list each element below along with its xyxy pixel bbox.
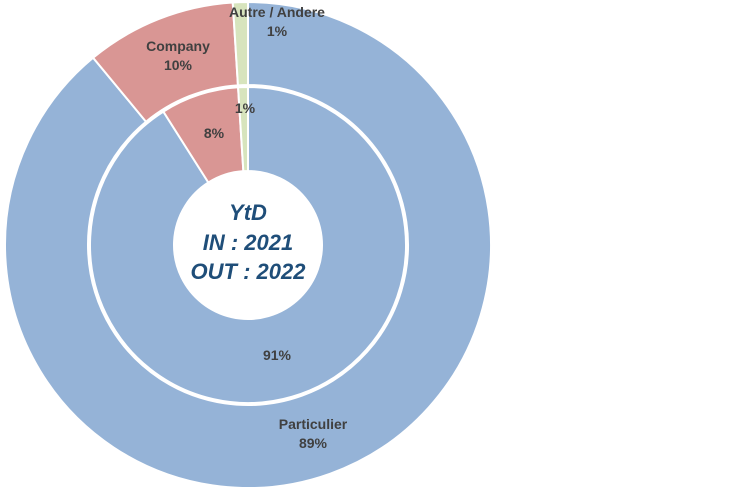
center-hole [174, 171, 322, 319]
label-outer-autre-name: Autre / Andere [229, 4, 325, 20]
center-title: YtD [229, 200, 267, 225]
outer-slice-autre-andere [231, 0, 249, 87]
label-inner-particulier-value: 91% [263, 347, 292, 363]
outer-ring [4, 0, 492, 487]
label-outer-particulier-value: 89% [299, 435, 328, 451]
center-out-year: OUT : 2022 [191, 259, 307, 284]
label-outer-particulier-name: Particulier [279, 416, 348, 432]
outer-slice-particulier [4, 0, 492, 487]
label-outer-autre-value: 1% [267, 23, 288, 39]
center-in-year: IN : 2021 [203, 230, 294, 255]
label-inner-company-value: 8% [204, 125, 225, 141]
label-outer-company-value: 10% [164, 57, 193, 73]
label-outer-company-name: Company [146, 38, 210, 54]
label-inner-autre-value: 1% [235, 100, 256, 116]
